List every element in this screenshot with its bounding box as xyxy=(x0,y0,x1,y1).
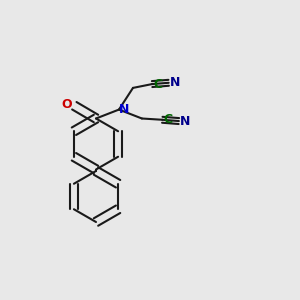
Text: C: C xyxy=(153,78,162,91)
Text: N: N xyxy=(170,76,181,89)
Text: C: C xyxy=(163,113,172,126)
Text: O: O xyxy=(61,98,72,111)
Text: N: N xyxy=(119,103,130,116)
Text: N: N xyxy=(180,115,191,128)
